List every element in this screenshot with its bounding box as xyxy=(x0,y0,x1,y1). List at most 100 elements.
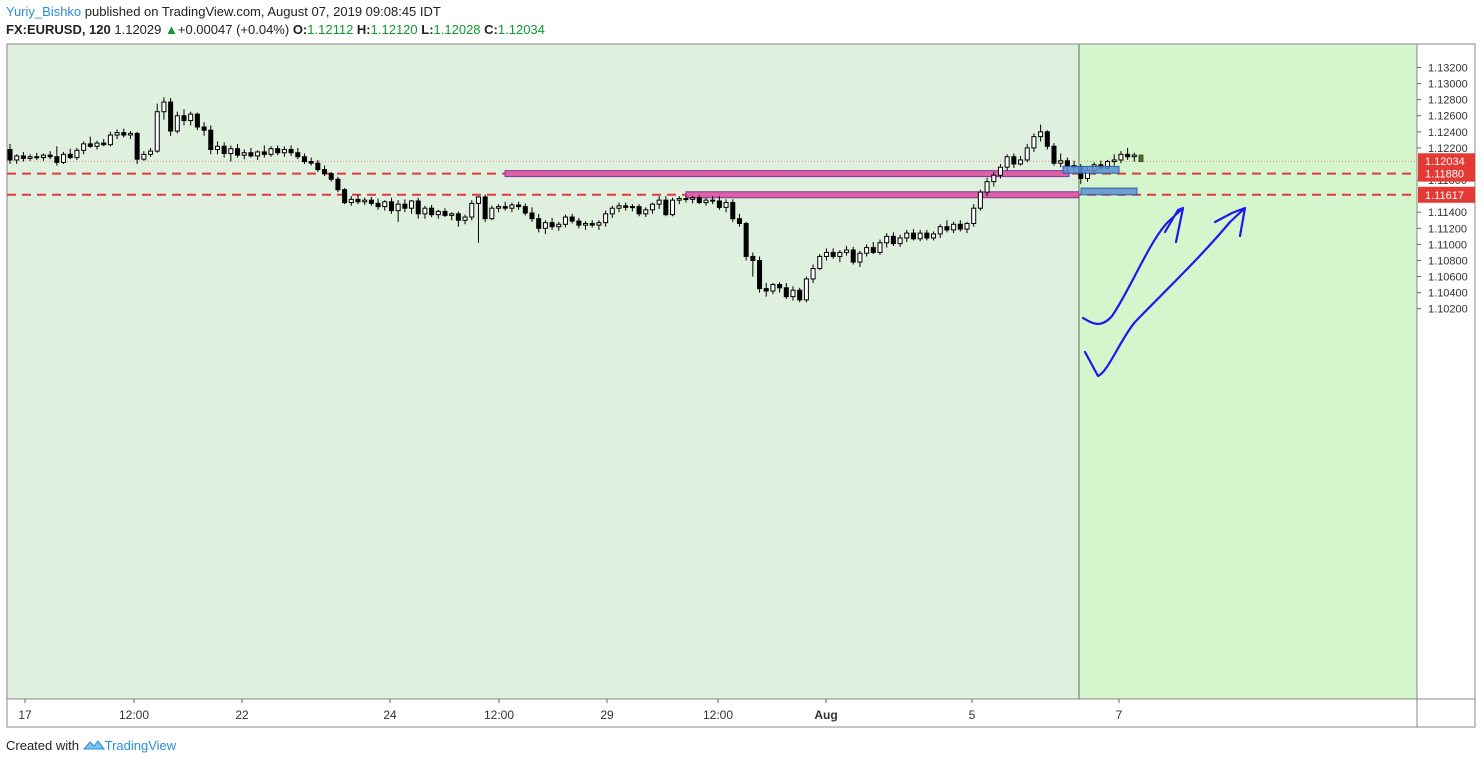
candle-body xyxy=(991,174,997,183)
x-tick-label: 12:00 xyxy=(119,708,149,722)
author-link[interactable]: Yuriy_Bishko xyxy=(6,4,82,19)
candle-body xyxy=(797,289,803,301)
candle-body xyxy=(449,213,455,216)
chart-background-past xyxy=(7,44,1079,699)
x-tick-label: 12:00 xyxy=(703,708,733,722)
candle-body xyxy=(683,198,689,201)
published-text: published on TradingView.com, August 07,… xyxy=(84,4,441,19)
candle-body xyxy=(7,149,13,161)
zone-band xyxy=(685,191,1080,199)
candle-body xyxy=(944,226,950,231)
candle-body xyxy=(676,198,682,201)
candle-body xyxy=(522,206,528,214)
footer: Created with TradingView xyxy=(6,738,176,753)
open-value: 1.12112 xyxy=(307,22,354,37)
candle-body xyxy=(409,200,415,209)
demand-zone-lower xyxy=(1080,187,1138,196)
candle-body xyxy=(603,213,609,224)
candle-body xyxy=(295,152,301,158)
candle-body xyxy=(770,284,776,292)
candle-body xyxy=(288,149,294,154)
candle-body xyxy=(529,212,535,220)
candle-body xyxy=(897,237,903,245)
candle-body xyxy=(864,247,870,254)
candle-body xyxy=(255,151,261,157)
candle-body xyxy=(87,143,93,147)
candle-body xyxy=(301,156,307,163)
candle-body xyxy=(703,199,709,204)
candle-body xyxy=(870,247,876,253)
candle-body xyxy=(589,222,595,226)
candle-body xyxy=(268,148,274,155)
candle-body xyxy=(636,206,642,215)
candle-body xyxy=(977,191,983,209)
candle-body xyxy=(154,111,160,152)
candle-body xyxy=(556,223,562,228)
candle-body xyxy=(1111,159,1117,163)
candle-body xyxy=(20,155,26,159)
candle-body xyxy=(583,222,589,226)
candle-body xyxy=(803,278,809,301)
open-label: O: xyxy=(292,22,308,37)
candle-body xyxy=(576,220,582,226)
forecast-arrow-2 xyxy=(1083,206,1247,378)
tradingview-brand[interactable]: TradingView xyxy=(104,738,177,753)
high-label: H: xyxy=(356,22,371,37)
candle-body xyxy=(690,197,696,200)
candle-body xyxy=(629,206,635,209)
y-tick-label: 1.11400 xyxy=(1428,207,1467,219)
candle-body xyxy=(315,162,321,171)
candle-body xyxy=(168,101,174,132)
y-tick-label: 1.10600 xyxy=(1428,272,1468,284)
candle-body xyxy=(469,202,475,218)
candle-body xyxy=(342,189,348,204)
last-price: 1.12029 xyxy=(114,22,162,37)
candle-body xyxy=(275,148,281,154)
candle-body xyxy=(924,232,930,239)
price-tag-bg xyxy=(1418,153,1475,170)
y-tick-label: 1.13000 xyxy=(1428,79,1468,91)
candle-body xyxy=(1051,145,1057,164)
candle-body xyxy=(107,134,113,146)
y-tick-label: 1.13200 xyxy=(1428,63,1468,75)
y-tick-label: 1.12600 xyxy=(1428,111,1468,123)
candle-body xyxy=(951,223,957,231)
candle-body xyxy=(910,232,916,240)
candle-body xyxy=(984,181,990,193)
price-tag-bg xyxy=(1418,186,1475,203)
candle-body xyxy=(1018,159,1024,165)
candle-body xyxy=(261,151,267,155)
chart-background-future xyxy=(1079,44,1417,699)
publication-info: Yuriy_Bishko published on TradingView.co… xyxy=(6,4,441,19)
candle-body xyxy=(74,149,80,159)
x-tick-label: 29 xyxy=(600,708,614,722)
candle-body xyxy=(643,209,649,215)
candle-body xyxy=(241,152,247,156)
candle-body xyxy=(997,166,1003,176)
candle-body xyxy=(710,199,716,202)
low-value: 1.12028 xyxy=(433,22,481,37)
candle-body xyxy=(569,216,575,222)
candle-body xyxy=(188,113,194,122)
candle-body xyxy=(54,156,60,163)
x-tick-label: 7 xyxy=(1116,708,1123,722)
candle-body xyxy=(67,153,73,159)
high-value: 1.12120 xyxy=(370,22,418,37)
candle-body xyxy=(649,203,655,211)
symbol-label[interactable]: FX:EURUSD, 120 xyxy=(6,22,111,37)
candle-body xyxy=(549,222,555,228)
candle-body xyxy=(308,161,314,164)
candle-body xyxy=(201,126,207,131)
candle-body xyxy=(763,288,769,292)
candle-body xyxy=(382,201,388,208)
candle-body xyxy=(1058,160,1064,164)
candle-body xyxy=(94,142,100,147)
candle-body xyxy=(656,199,662,205)
candle-body xyxy=(1038,131,1044,138)
candle-body xyxy=(228,148,234,155)
y-tick-label: 1.12400 xyxy=(1428,127,1468,139)
candle-body xyxy=(542,222,548,229)
candle-body xyxy=(857,252,863,263)
change-value: +0.00047 (+0.04%) xyxy=(177,22,290,37)
